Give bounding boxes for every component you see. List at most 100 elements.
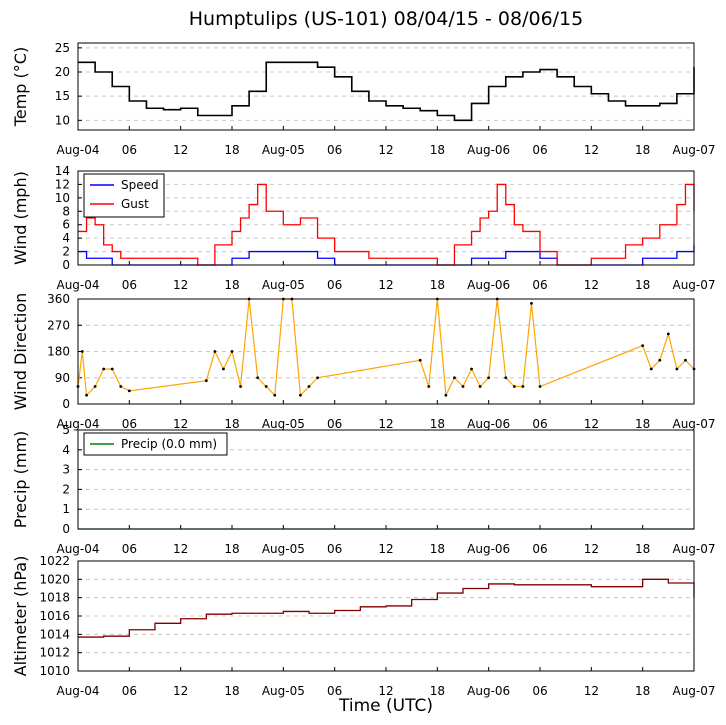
data-point (444, 393, 448, 397)
x-tick-label: 12 (173, 417, 188, 431)
x-tick-label: Aug-04 (56, 417, 99, 431)
x-tick-label: Aug-05 (262, 143, 305, 157)
y-tick-label: 10 (55, 191, 70, 205)
x-tick-label: Aug-05 (262, 417, 305, 431)
y-tick-label: 1020 (39, 572, 70, 586)
data-point (666, 332, 670, 336)
data-point (239, 385, 242, 388)
y-axis-label: Precip (mm) (11, 431, 30, 529)
x-tick-label: Aug-05 (262, 684, 305, 698)
data-point (418, 358, 422, 362)
data-point (127, 389, 131, 393)
data-point (461, 385, 465, 388)
data-point (264, 385, 268, 388)
x-tick-label: 18 (635, 417, 650, 431)
y-axis-label: Altimeter (hPa) (11, 556, 30, 677)
x-tick-label: 12 (173, 684, 188, 698)
x-tick-label: 06 (327, 542, 342, 556)
x-tick-label: 12 (173, 143, 188, 157)
x-tick-label: 18 (224, 417, 239, 431)
y-tick-label: 0 (62, 522, 70, 536)
x-tick-label: 06 (122, 542, 137, 556)
y-axis-label: Temp (°C) (11, 47, 30, 127)
x-tick-label: 12 (378, 417, 393, 431)
data-point (93, 385, 97, 388)
x-tick-label: 12 (584, 417, 599, 431)
data-point (316, 376, 319, 380)
x-tick-label: Aug-07 (672, 684, 715, 698)
x-tick-label: Aug-05 (262, 278, 305, 292)
x-tick-label: 06 (532, 278, 547, 292)
y-tick-label: 1014 (39, 627, 70, 641)
data-point (504, 376, 508, 380)
x-tick-label: 06 (532, 684, 547, 698)
y-tick-label: 4 (62, 231, 70, 245)
data-point (80, 350, 84, 353)
data-point (487, 376, 491, 380)
data-point (470, 367, 473, 371)
gust-series-line (78, 183, 695, 266)
data-point (102, 367, 106, 371)
x-tick-label: 12 (584, 143, 599, 157)
x-tick-label: Aug-06 (467, 542, 510, 556)
x-tick-label: Aug-04 (56, 684, 99, 698)
y-tick-label: 12 (55, 177, 70, 191)
y-tick-label: 1022 (39, 554, 70, 568)
data-point (204, 379, 208, 383)
data-point (538, 385, 542, 388)
data-point (453, 376, 456, 380)
x-tick-label: Aug-07 (672, 417, 715, 431)
y-tick-label: 8 (62, 204, 70, 218)
data-point (85, 393, 88, 397)
x-tick-label: 18 (635, 684, 650, 698)
y-tick-label: 3 (62, 463, 70, 477)
plot-frame (77, 170, 695, 266)
data-point (213, 350, 217, 353)
x-tick-label: 18 (224, 278, 239, 292)
data-point (658, 358, 662, 362)
data-point (478, 385, 482, 388)
plot-frame (77, 298, 695, 405)
x-tick-label: Aug-06 (467, 684, 510, 698)
y-tick-label: 1018 (39, 591, 70, 605)
x-tick-label: 18 (430, 684, 445, 698)
x-tick-label: 06 (327, 684, 342, 698)
y-tick-label: 360 (47, 292, 70, 306)
x-tick-label: 18 (430, 417, 445, 431)
y-tick-label: 1012 (39, 646, 70, 660)
x-tick-label: Aug-04 (56, 542, 99, 556)
data-point (684, 358, 687, 362)
x-tick-label: 18 (635, 542, 650, 556)
x-tick-label: 18 (224, 542, 239, 556)
y-tick-label: 2 (62, 245, 70, 259)
y-tick-label: 1016 (39, 609, 70, 623)
y-tick-label: 25 (55, 41, 70, 55)
legend: Speed Gust (83, 173, 165, 218)
x-tick-label: 06 (532, 143, 547, 157)
chart-title: Humptulips (US-101) 08/04/15 - 08/06/15 (189, 8, 584, 30)
x-tick-label: 18 (224, 143, 239, 157)
y-tick-label: 4 (62, 443, 70, 457)
x-tick-label: 18 (430, 278, 445, 292)
data-point (273, 393, 277, 397)
x-tick-label: 12 (378, 278, 393, 292)
legend-box (83, 432, 228, 456)
data-series-line (78, 578, 695, 638)
data-point (222, 367, 225, 371)
plot-frame (77, 42, 695, 131)
x-tick-label: 06 (327, 278, 342, 292)
data-point (675, 367, 679, 371)
y-tick-label: 180 (47, 345, 70, 359)
x-tick-label: 12 (378, 542, 393, 556)
y-tick-label: 1010 (39, 664, 70, 678)
legend-label: Gust (121, 197, 149, 211)
x-tick-label: Aug-04 (56, 278, 99, 292)
y-tick-label: 0 (62, 258, 70, 272)
x-tick-label: 06 (532, 417, 547, 431)
x-axis-label: Time (UTC) (338, 696, 433, 716)
data-point (256, 376, 260, 380)
x-tick-label: 06 (327, 143, 342, 157)
data-point (299, 393, 302, 397)
